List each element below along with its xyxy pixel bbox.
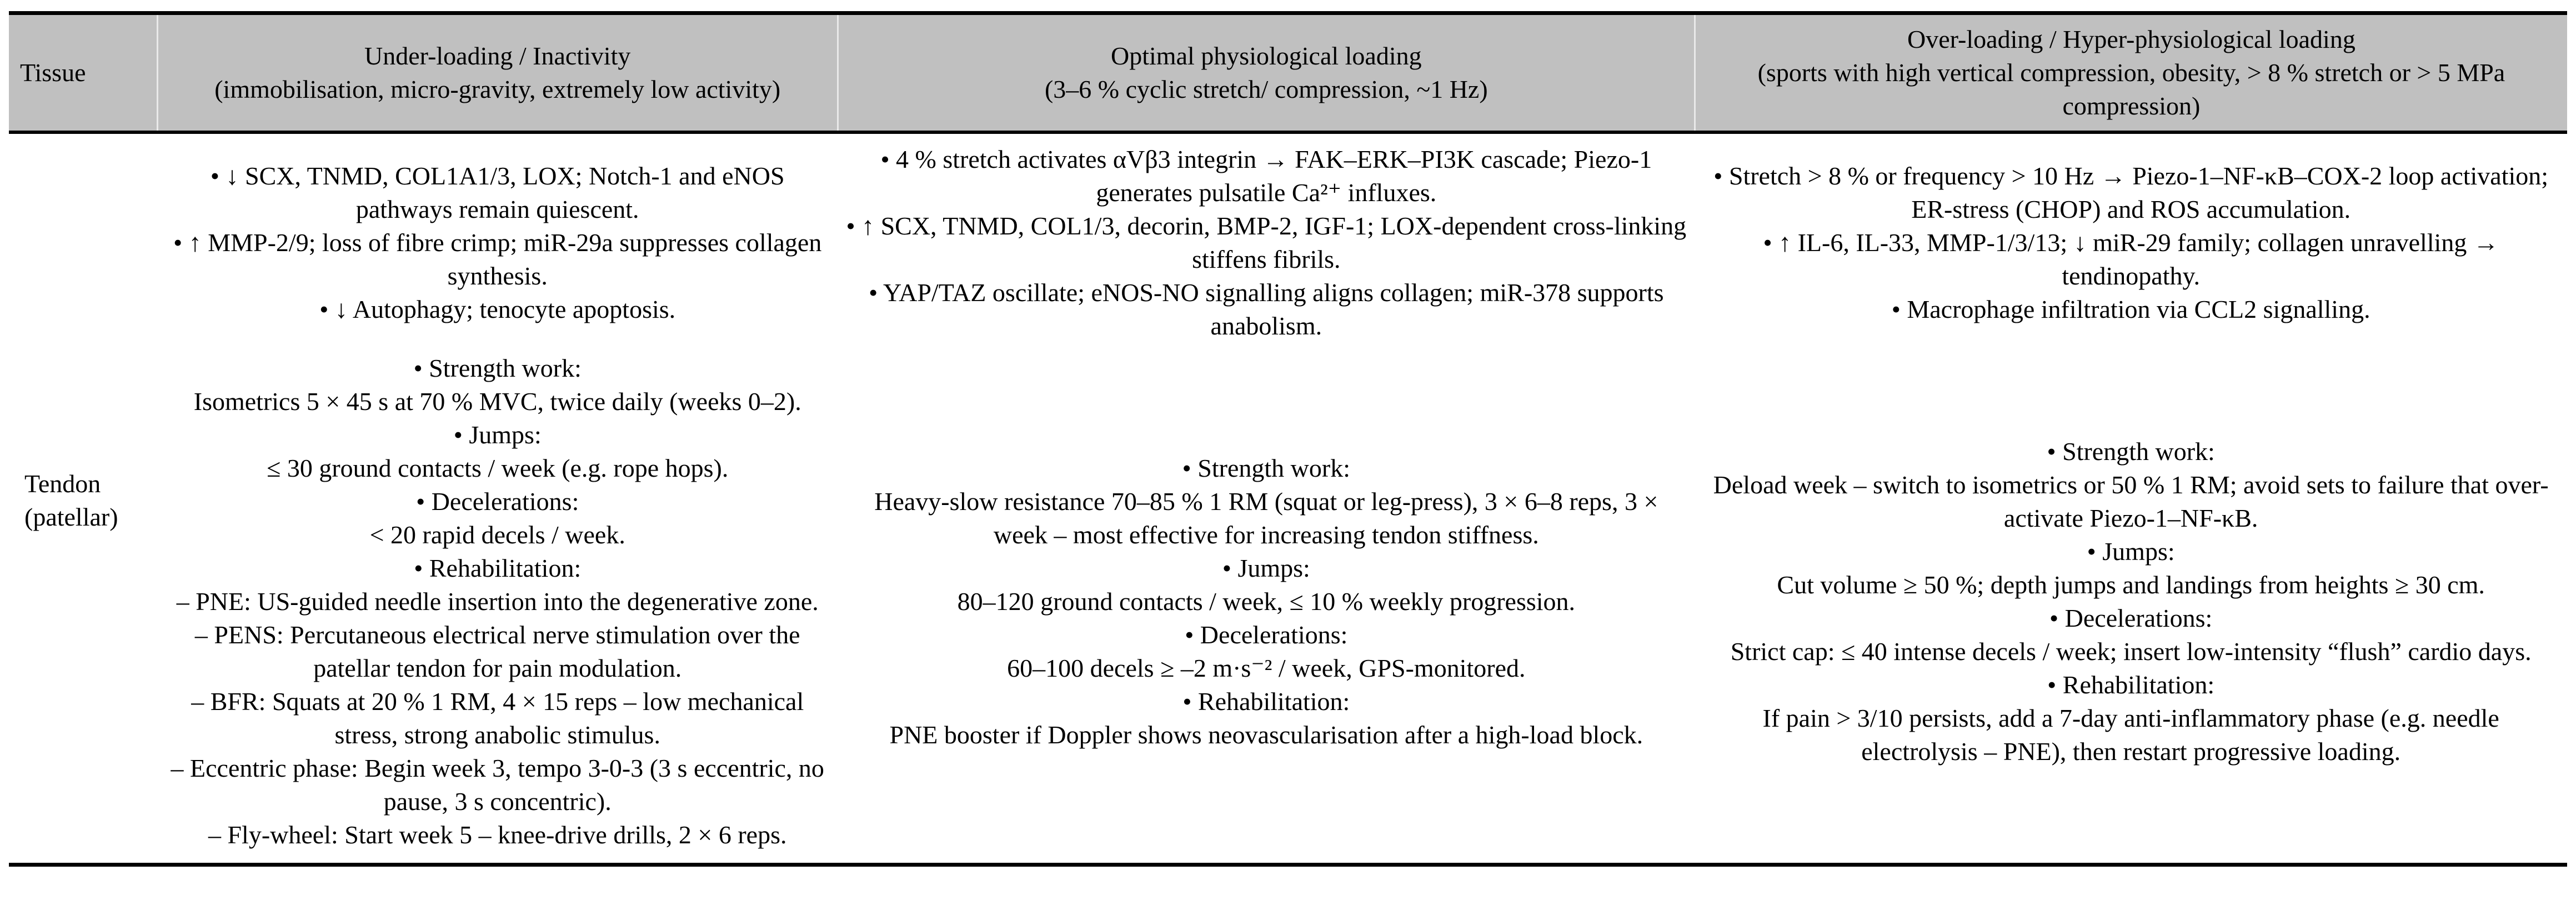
- mechanism-item: • Macrophage infiltration via CCL2 signa…: [1891, 295, 2370, 323]
- optimal-protocol-list: • Strength work: Heavy-slow resistance 7…: [845, 452, 1687, 752]
- over-protocol-cell: • Strength work: Deload week – switch to…: [1695, 347, 2567, 865]
- header-cell-optimal-loading: Optimal physiological loading (3–6 % cyc…: [836, 13, 1695, 134]
- mechanism-item: • ↑ MMP-2/9; loss of fibre crimp; miR-29…: [173, 228, 822, 290]
- optimal-protocol-cell: • Strength work: Heavy-slow resistance 7…: [838, 347, 1695, 865]
- mechanism-item: • ↓ SCX, TNMD, COL1A1/3, LOX; Notch-1 an…: [210, 162, 785, 223]
- protocol-item: – PENS: Percutaneous electrical nerve st…: [194, 621, 800, 682]
- under-protocol-list: • Strength work: Isometrics 5 × 45 s at …: [165, 352, 830, 852]
- under-mechanisms-list: • ↓ SCX, TNMD, COL1A1/3, LOX; Notch-1 an…: [165, 159, 830, 326]
- protocol-item: • Strength work:: [413, 354, 582, 382]
- protocol-item: – BFR: Squats at 20 % 1 RM, 4 × 15 reps …: [191, 687, 804, 749]
- header-cell-tissue: Tissue: [9, 13, 158, 134]
- protocol-item: – Eccentric phase: Begin week 3, tempo 3…: [171, 754, 824, 816]
- over-protocol-list: • Strength work: Deload week – switch to…: [1702, 435, 2559, 768]
- protocol-item: 80–120 ground contacts / week, ≤ 10 % we…: [957, 587, 1576, 616]
- protocol-item: ≤ 30 ground contacts / week (e.g. rope h…: [267, 454, 729, 482]
- protocol-item: • Jumps:: [2087, 537, 2175, 566]
- mechanism-item: • YAP/TAZ oscillate; eNOS-NO signalling …: [869, 278, 1664, 340]
- protocol-item: Isometrics 5 × 45 s at 70 % MVC, twice d…: [193, 387, 801, 416]
- mechanism-item: • ↓ Autophagy; tenocyte apoptosis.: [319, 295, 676, 323]
- protocol-item: • Decelerations:: [416, 487, 579, 516]
- header-under-title: Under-loading / Inactivity: [364, 42, 631, 70]
- protocol-item: Strict cap: ≤ 40 intense decels / week; …: [1730, 637, 2532, 666]
- protocol-item: • Jumps:: [1222, 554, 1310, 582]
- tissue-name: Tendon (patellar): [24, 469, 118, 531]
- protocol-item: • Strength work:: [1182, 454, 1350, 482]
- protocol-item: Heavy-slow resistance 70–85 % 1 RM (squa…: [874, 487, 1658, 549]
- protocol-item: Deload week – switch to isometrics or 50…: [1713, 471, 2549, 532]
- table-header-row: Tissue Under-loading / Inactivity (immob…: [9, 13, 2567, 134]
- header-over-title: Over-loading / Hyper-physiological loadi…: [1907, 25, 2356, 53]
- tissue-loading-table: Tissue Under-loading / Inactivity (immob…: [9, 11, 2567, 867]
- protocol-item: • Decelerations:: [2049, 604, 2213, 632]
- protocol-item: – PNE: US-guided needle insertion into t…: [176, 587, 819, 616]
- optimal-mechanisms-cell: • 4 % stretch activates αVβ3 integrin → …: [838, 132, 1695, 347]
- protocol-item: Cut volume ≥ 50 %; depth jumps and landi…: [1777, 571, 2485, 599]
- mechanism-item: • ↑ SCX, TNMD, COL1/3, decorin, BMP-2, I…: [846, 212, 1687, 273]
- protocol-item: • Rehabilitation:: [414, 554, 582, 582]
- protocol-item: • Rehabilitation:: [2047, 671, 2215, 699]
- header-over-subtitle: (sports with high vertical compression, …: [1757, 58, 2505, 120]
- under-mechanisms-cell: • ↓ SCX, TNMD, COL1A1/3, LOX; Notch-1 an…: [157, 132, 838, 347]
- protocol-item: • Decelerations:: [1185, 621, 1348, 649]
- mechanisms-row: Tendon (patellar) • ↓ SCX, TNMD, COL1A1/…: [9, 132, 2567, 531]
- mechanism-item: • 4 % stretch activates αVβ3 integrin → …: [880, 145, 1652, 207]
- header-optimal-subtitle: (3–6 % cyclic stretch/ compression, ~1 H…: [1044, 75, 1488, 103]
- protocol-item: PNE booster if Doppler shows neovascular…: [889, 721, 1643, 749]
- mechanism-item: • Stretch > 8 % or frequency > 10 Hz → P…: [1713, 162, 2549, 223]
- header-under-subtitle: (immobilisation, micro-gravity, extremel…: [214, 75, 781, 103]
- protocol-item: • Rehabilitation:: [1182, 687, 1350, 716]
- header-optimal-title: Optimal physiological loading: [1111, 42, 1422, 70]
- header-tissue-label: Tissue: [20, 58, 86, 87]
- mechanism-item: • ↑ IL-6, IL-33, MMP-1/3/13; ↓ miR-29 fa…: [1763, 228, 2499, 290]
- over-mechanisms-cell: • Stretch > 8 % or frequency > 10 Hz → P…: [1695, 132, 2567, 347]
- protocol-item: • Jumps:: [453, 421, 542, 449]
- protocol-item: – Fly-wheel: Start week 5 – knee-drive d…: [208, 821, 787, 849]
- optimal-mechanisms-list: • 4 % stretch activates αVβ3 integrin → …: [845, 143, 1687, 343]
- over-mechanisms-list: • Stretch > 8 % or frequency > 10 Hz → P…: [1702, 159, 2559, 326]
- tissue-name-cell: Tendon (patellar): [9, 132, 157, 865]
- protocol-row: • Strength work: Isometrics 5 × 45 s at …: [9, 347, 2567, 865]
- protocol-item: If pain > 3/10 persists, add a 7-day ant…: [1762, 704, 2499, 766]
- header-cell-over-loading: Over-loading / Hyper-physiological loadi…: [1693, 13, 2567, 134]
- header-cell-under-loading: Under-loading / Inactivity (immobilisati…: [156, 13, 838, 134]
- protocol-item: • Strength work:: [2047, 437, 2215, 466]
- under-protocol-cell: • Strength work: Isometrics 5 × 45 s at …: [157, 347, 838, 865]
- protocol-item: < 20 rapid decels / week.: [369, 521, 625, 549]
- protocol-item: 60–100 decels ≥ –2 m·s⁻² / week, GPS-mon…: [1007, 654, 1526, 682]
